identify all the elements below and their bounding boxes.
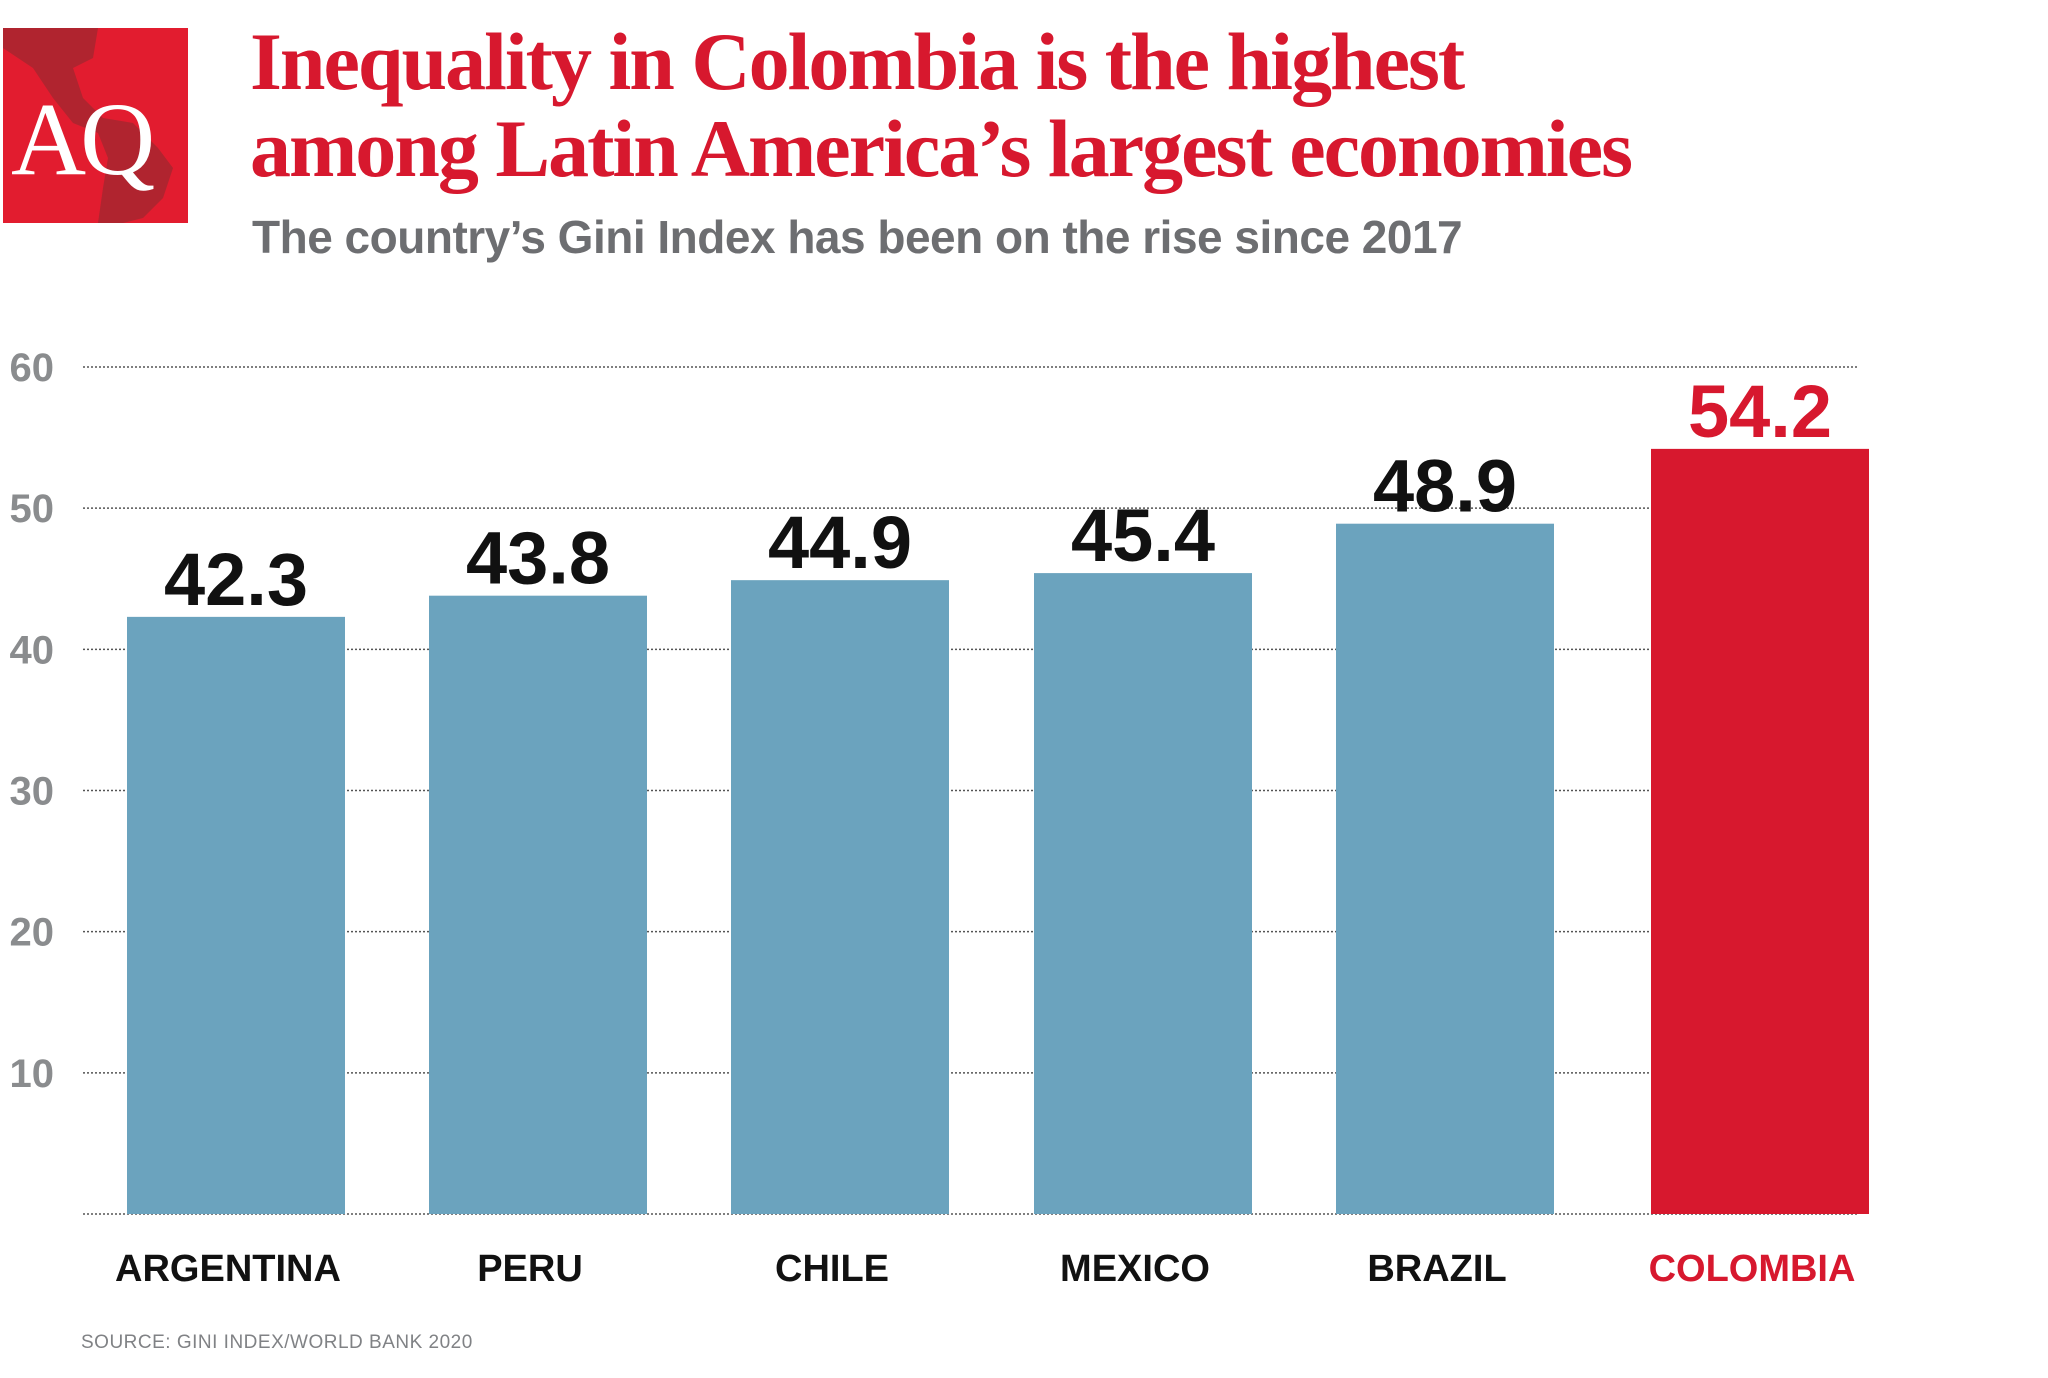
bar-peru: [429, 595, 647, 1214]
bar-argentina: [127, 616, 345, 1214]
bar-mexico: [1034, 573, 1252, 1214]
category-label: BRAZIL: [1367, 1248, 1506, 1290]
chart-subtitle: The country’s Gini Index has been on the…: [252, 211, 1463, 263]
y-tick-label: 40: [10, 628, 55, 672]
category-label: MEXICO: [1060, 1248, 1210, 1290]
value-label: 48.9: [1373, 445, 1517, 528]
bar-chile: [731, 580, 949, 1214]
chart-title: Inequality in Colombia is the highest amo…: [250, 16, 1633, 194]
aq-logo: AQ: [3, 28, 188, 223]
title-line-1: Inequality in Colombia is the highest: [250, 16, 1465, 107]
category-label: COLOMBIA: [1649, 1248, 1856, 1290]
category-label: PERU: [477, 1248, 583, 1290]
value-label: 44.9: [768, 501, 912, 584]
title-line-2: among Latin America’s largest economies: [250, 103, 1633, 194]
source-note: SOURCE: GINI INDEX/WORLD BANK 2020: [81, 1332, 473, 1353]
category-label: CHILE: [775, 1248, 889, 1290]
bar-brazil: [1336, 523, 1554, 1214]
y-tick-label: 20: [10, 911, 55, 955]
value-label: 54.2: [1688, 370, 1832, 453]
value-label: 42.3: [164, 538, 308, 621]
americas-map-icon: [3, 28, 173, 223]
y-tick-label: 50: [10, 487, 55, 531]
bar-colombia: [1651, 448, 1869, 1214]
value-label: 43.8: [466, 517, 610, 600]
value-label: 45.4: [1071, 494, 1215, 577]
logo-text: AQ: [11, 82, 155, 197]
y-tick-label: 60: [10, 346, 55, 390]
category-label: ARGENTINA: [115, 1248, 341, 1290]
y-tick-label: 30: [10, 770, 55, 814]
y-tick-label: 10: [10, 1052, 55, 1096]
